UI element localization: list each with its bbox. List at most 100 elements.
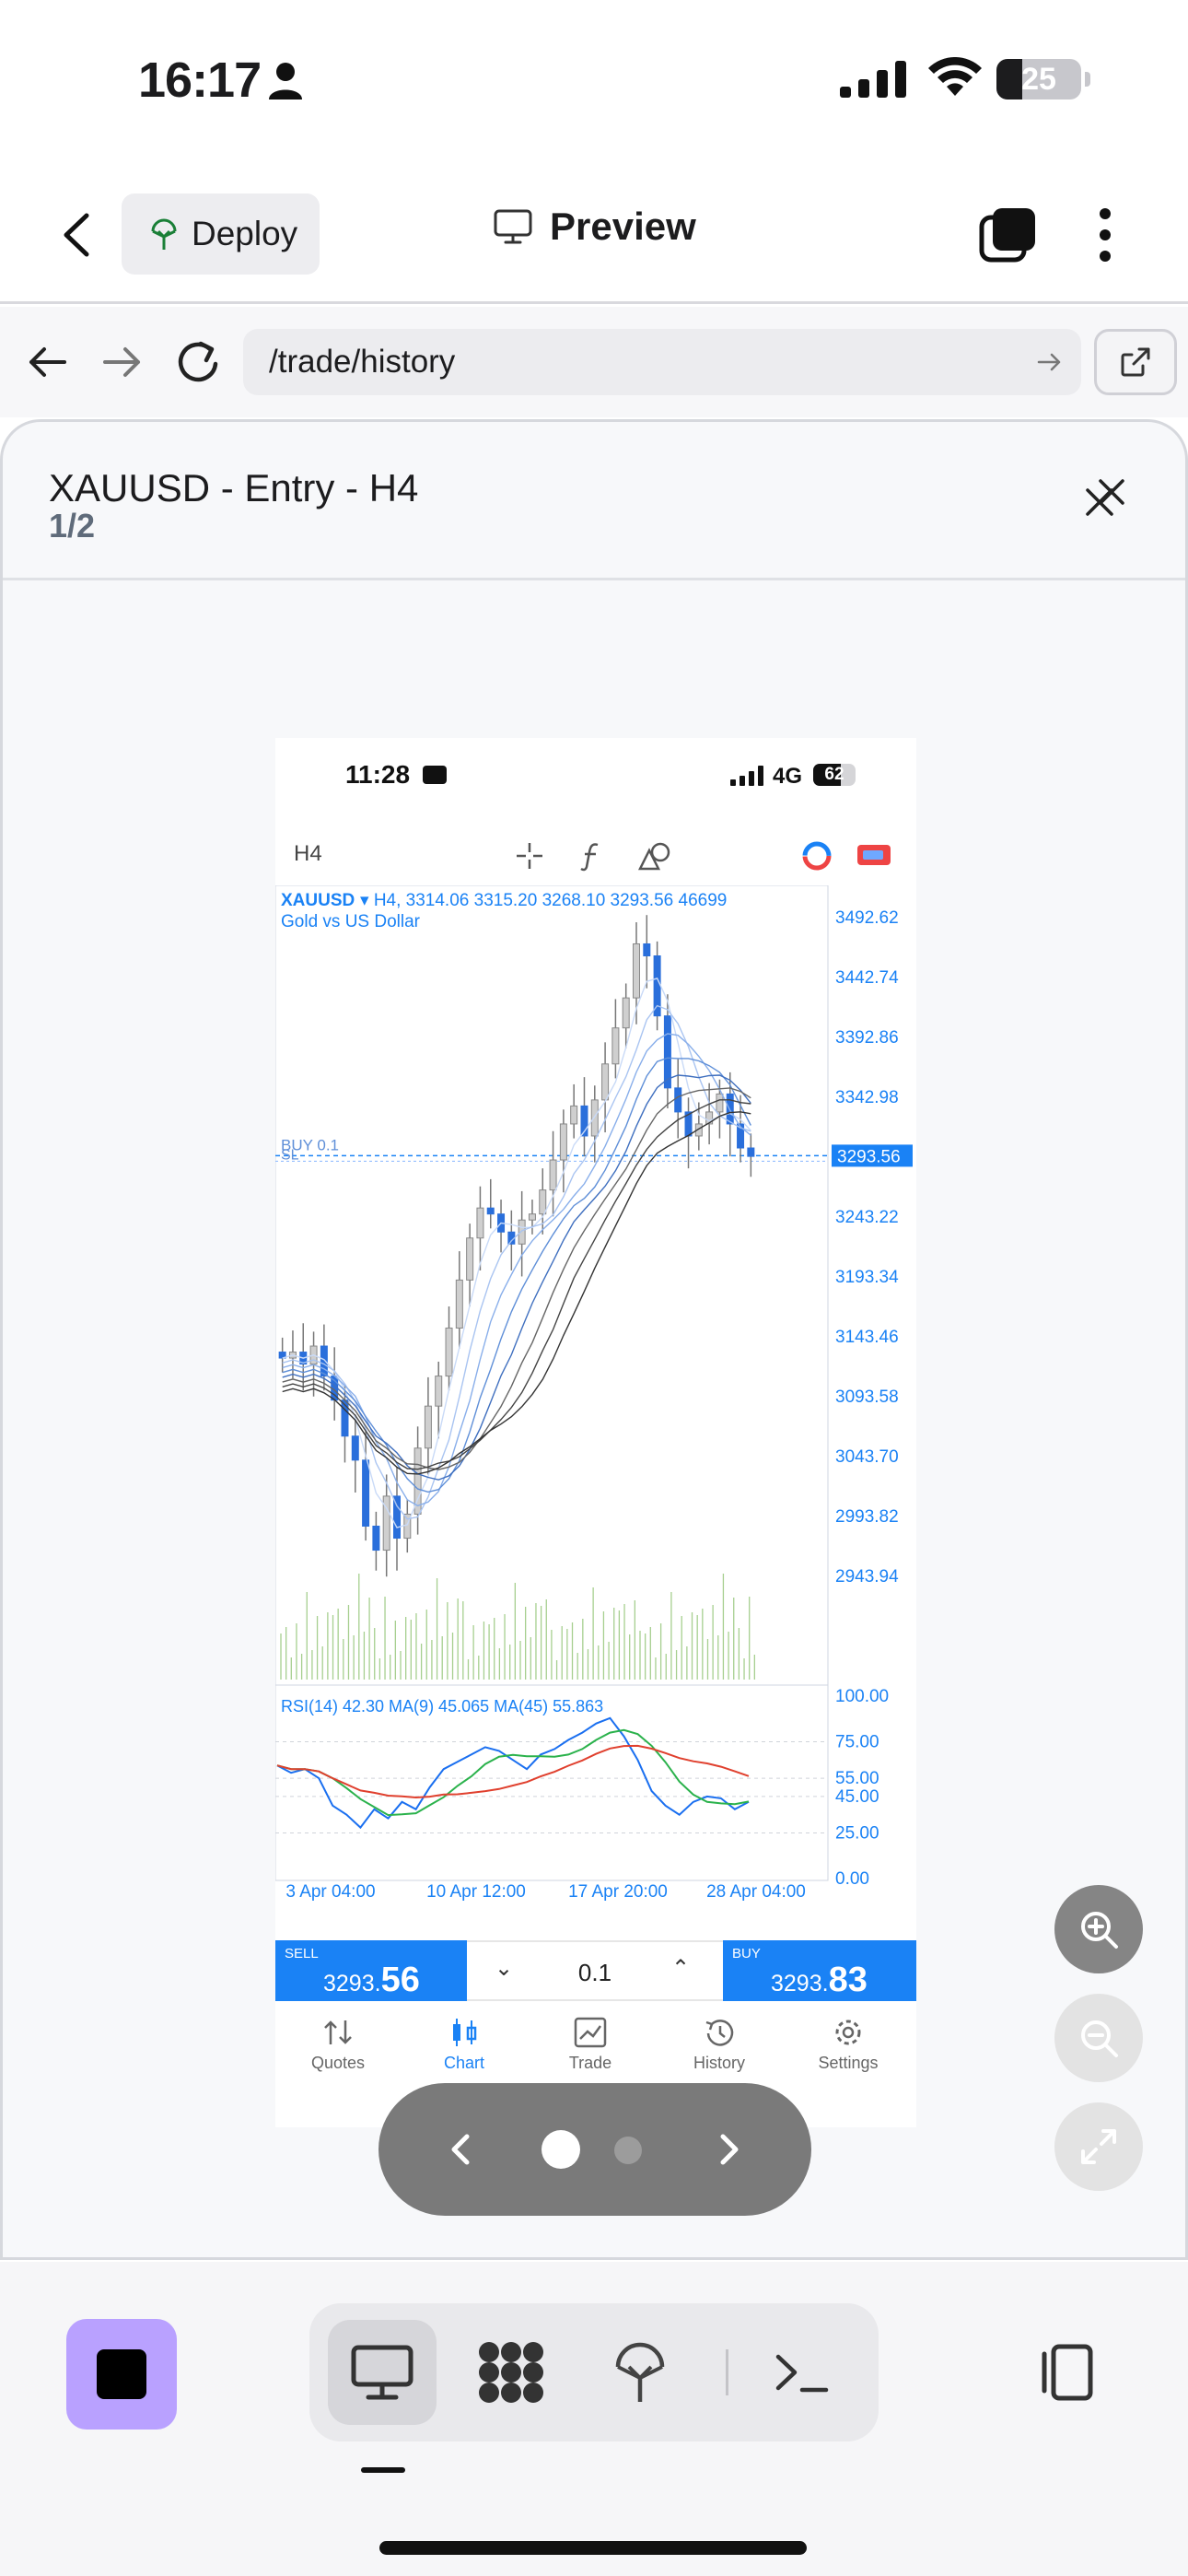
arrow-right-icon[interactable] xyxy=(94,334,149,390)
chevron-right-icon[interactable] xyxy=(701,2122,756,2177)
rsi-level-label: 55.00 xyxy=(835,1769,879,1788)
volume-selector[interactable]: ⌄ 0.1 ⌃ xyxy=(467,1940,723,2001)
tab-history[interactable]: History xyxy=(664,2013,775,2073)
timeframe-label: H4 xyxy=(294,841,322,866)
candle xyxy=(372,1525,380,1551)
status-bar: 16:17 25 xyxy=(0,0,1188,157)
rsi-ma9-line xyxy=(276,1728,750,1817)
cellular-signal-icon xyxy=(840,61,906,98)
panel-toggle-icon[interactable] xyxy=(1030,2336,1103,2409)
candle xyxy=(611,1027,620,1065)
url-bar: /trade/history xyxy=(0,307,1188,417)
chart-frame xyxy=(275,885,829,1881)
fullscreen-button[interactable] xyxy=(1054,2102,1143,2191)
tab-chart[interactable]: Chart xyxy=(409,2013,519,2073)
candle xyxy=(413,1447,422,1515)
reload-icon[interactable] xyxy=(171,331,227,392)
candle xyxy=(737,1123,745,1149)
chart-info-line: ▾ H4, 3314.06 3315.20 3268.10 3293.56 46… xyxy=(360,891,727,910)
order-line-label: BUY 0.1 xyxy=(281,1136,339,1153)
go-arrow-icon[interactable] xyxy=(1035,347,1065,377)
external-link-icon xyxy=(1121,347,1150,377)
preview-label: Preview xyxy=(550,205,696,248)
candle xyxy=(622,997,630,1029)
candle xyxy=(528,1213,536,1221)
rsi-level-label: 75.00 xyxy=(835,1733,879,1752)
objects-icon xyxy=(637,842,670,871)
chat-icon xyxy=(857,845,891,865)
mode-switcher xyxy=(309,2303,879,2441)
terminal-icon xyxy=(775,2354,829,2393)
candle xyxy=(716,1093,724,1113)
candle xyxy=(663,1015,671,1089)
sl-label: SL xyxy=(281,1147,299,1163)
candle xyxy=(278,1352,286,1359)
close-icon[interactable] xyxy=(1078,466,1143,531)
zoom-in-button[interactable] xyxy=(1054,1885,1143,1973)
preview-title: Preview xyxy=(493,205,696,249)
quotes-icon xyxy=(324,2020,352,2044)
chevron-up-icon[interactable]: ⌃ xyxy=(671,1956,691,1981)
rsi-level-label: 25.00 xyxy=(835,1824,879,1844)
trade-tabbar: Quotes Chart Trade History Settings xyxy=(275,2013,916,2096)
zoom-out-button[interactable] xyxy=(1054,1994,1143,2082)
url-input[interactable]: /trade/history xyxy=(243,329,1081,395)
open-external-button[interactable] xyxy=(1094,329,1177,395)
sell-button[interactable]: SELL 3293.56 xyxy=(275,1940,467,2001)
sell-label: SELL xyxy=(285,1946,319,1961)
tab-label: History xyxy=(693,2054,745,2072)
active-mode-indicator xyxy=(361,2467,405,2473)
moving-average-line xyxy=(282,1111,751,1475)
trade-chart-icon xyxy=(574,2017,607,2048)
candle xyxy=(705,1111,714,1125)
candle xyxy=(674,1087,682,1113)
chevron-down-icon[interactable]: ⌄ xyxy=(495,1956,514,1981)
pager-dot[interactable] xyxy=(614,2137,642,2164)
price-tick-label: 3243.22 xyxy=(835,1208,899,1227)
price-tick-label: 3143.46 xyxy=(835,1328,899,1347)
crosshair-icon xyxy=(517,843,542,869)
chevron-left-icon[interactable] xyxy=(434,2122,489,2177)
arrow-left-icon[interactable] xyxy=(20,334,76,390)
deploy-icon xyxy=(151,218,177,250)
wifi-icon xyxy=(928,57,982,96)
time-tick-label: 17 Apr 20:00 xyxy=(568,1882,668,1902)
time-tick-label: 10 Apr 12:00 xyxy=(426,1882,526,1902)
mode-terminal-button[interactable] xyxy=(748,2320,856,2425)
tabs-icon[interactable] xyxy=(976,203,1041,267)
mode-desktop-button[interactable] xyxy=(328,2320,437,2425)
candle xyxy=(393,1495,401,1540)
battery-level: 25 xyxy=(1021,62,1056,97)
candle xyxy=(643,943,651,957)
deploy-button[interactable]: Deploy xyxy=(122,193,320,275)
candle xyxy=(633,943,640,999)
moving-average-line xyxy=(282,1074,751,1481)
mode-deploy-button[interactable] xyxy=(586,2320,694,2425)
price-tick-label: 3392.86 xyxy=(835,1028,899,1048)
pager-dot-active[interactable] xyxy=(542,2130,580,2169)
back-button[interactable] xyxy=(46,203,111,267)
status-time: 16:17 xyxy=(138,53,262,108)
stop-button[interactable] xyxy=(66,2319,177,2430)
price-tick-label: 3442.74 xyxy=(835,968,899,988)
modal-title: XAUUSD - Entry - H4 xyxy=(49,466,419,509)
current-price-tag xyxy=(832,1144,913,1167)
tab-label: Quotes xyxy=(310,2054,366,2072)
tab-trade[interactable]: Trade xyxy=(535,2013,646,2073)
mode-apps-button[interactable] xyxy=(457,2320,565,2425)
moving-average-line xyxy=(282,978,751,1528)
candle xyxy=(747,1147,755,1157)
more-vertical-icon[interactable] xyxy=(1087,203,1124,267)
rsi-line xyxy=(276,1716,750,1830)
symbol-description: Gold vs US Dollar xyxy=(281,912,421,931)
candle xyxy=(476,1207,484,1239)
price-tick-label: 3342.98 xyxy=(835,1088,899,1107)
tab-settings[interactable]: Settings xyxy=(793,2013,903,2073)
candle xyxy=(694,1123,703,1137)
moving-average-line xyxy=(282,1087,751,1470)
price-tick-label: 2943.94 xyxy=(835,1567,899,1587)
buy-button[interactable]: BUY 3293.83 xyxy=(723,1940,916,2001)
battery-icon: 25 xyxy=(996,59,1081,100)
candle xyxy=(559,1123,567,1161)
tab-quotes[interactable]: Quotes xyxy=(283,2013,393,2073)
